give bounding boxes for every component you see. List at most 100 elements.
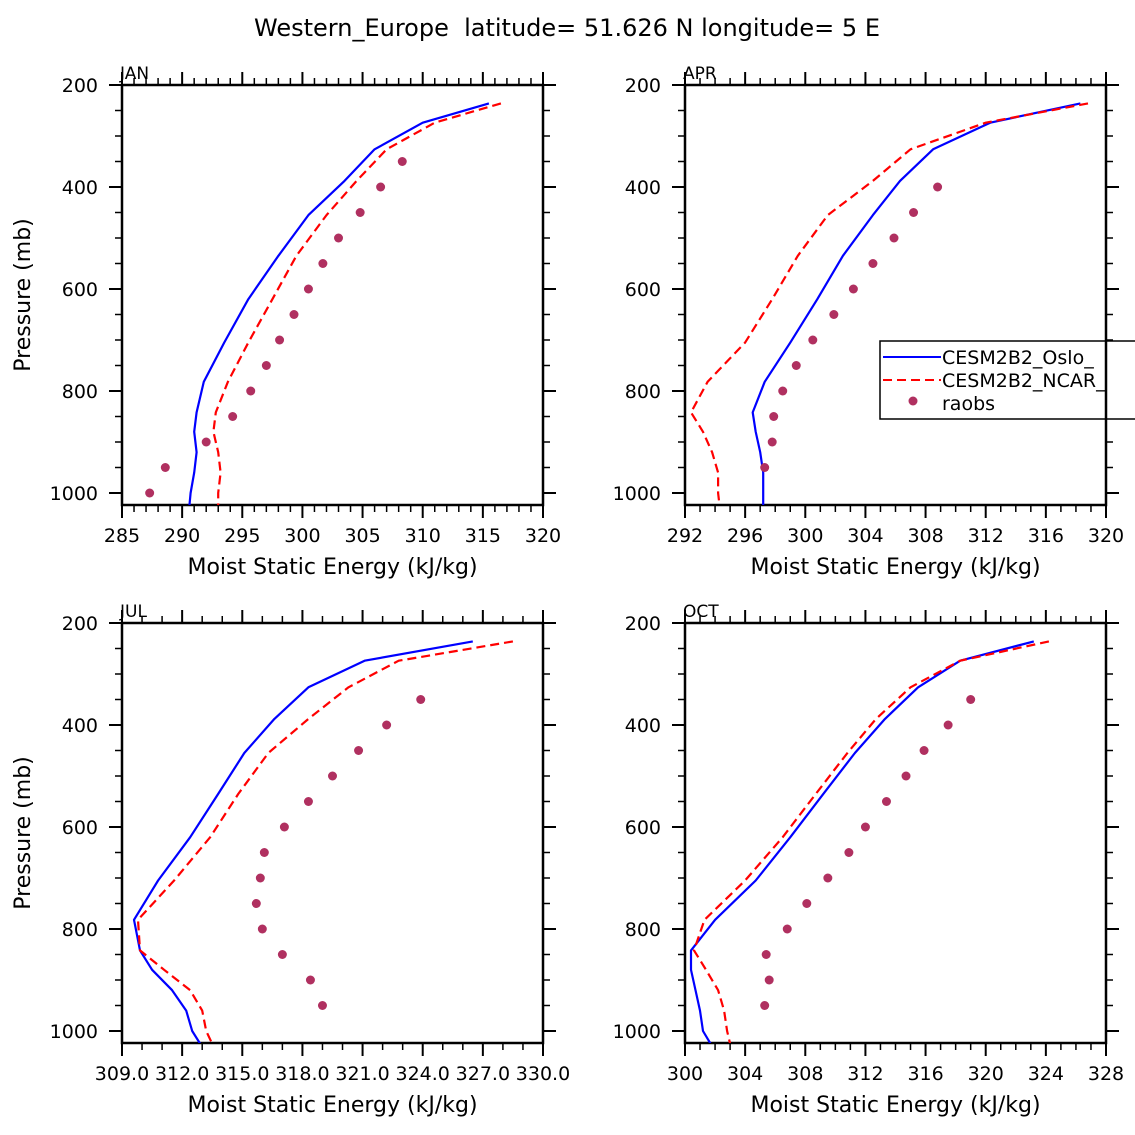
x-tick-label: 309.0 xyxy=(95,1063,149,1085)
x-tick-label: 296 xyxy=(727,525,763,547)
raobs-point xyxy=(901,771,911,781)
x-tick-label: 308 xyxy=(907,525,943,547)
series-oslo-line xyxy=(188,102,490,505)
x-tick-label: 320 xyxy=(525,525,561,547)
x-tick-label: 300 xyxy=(667,1063,703,1085)
raobs-point xyxy=(328,771,337,781)
raobs-point xyxy=(769,412,779,421)
x-tick-label: 308 xyxy=(787,1063,823,1085)
raobs-point xyxy=(844,848,854,857)
y-tick-label: 600 xyxy=(625,279,661,301)
y-axis-label: Pressure (mb) xyxy=(11,218,36,372)
raobs-point xyxy=(760,463,770,472)
series-ncar-line xyxy=(692,640,1050,1043)
raobs-point xyxy=(318,259,328,268)
raobs-point xyxy=(881,797,891,806)
y-tick-label: 400 xyxy=(62,715,98,737)
raobs-point xyxy=(355,208,365,217)
raobs-point xyxy=(382,720,392,730)
x-tick-label: 310 xyxy=(405,525,441,547)
series-oslo-line xyxy=(751,102,1081,505)
y-tick-label: 400 xyxy=(625,177,661,199)
plot-frame xyxy=(120,83,545,507)
raobs-point xyxy=(397,157,407,166)
panel-jul: JUL 309.0 312.0 315.0 318.0 321.0 324.0 327.0 33… xyxy=(11,602,570,1118)
raobs-point xyxy=(919,746,929,755)
x-tick-label: 327.0 xyxy=(456,1063,510,1085)
y-tick-label: 400 xyxy=(625,715,661,737)
plot-area xyxy=(145,102,502,505)
y-tick-label: 1000 xyxy=(50,483,98,505)
raobs-point xyxy=(416,695,426,704)
series-oslo-line xyxy=(132,640,473,1043)
x-tick-label: 312.0 xyxy=(155,1063,209,1085)
raobs-point xyxy=(251,899,261,908)
x-tick-label: 315 xyxy=(465,525,501,547)
y-tick-label: 800 xyxy=(625,381,661,403)
y-tick-label: 1000 xyxy=(50,1021,98,1043)
raobs-point xyxy=(782,924,792,934)
y-axis-label: Pressure (mb) xyxy=(11,756,36,910)
raobs-point xyxy=(228,412,238,421)
raobs-point xyxy=(145,488,155,498)
raobs-point xyxy=(354,746,364,755)
x-axis-label: Moist Static Energy (kJ/kg) xyxy=(187,555,477,580)
series-ncar-line xyxy=(136,640,514,1043)
y-tick-label: 800 xyxy=(62,381,98,403)
series-raobs xyxy=(251,695,426,1010)
raobs-point xyxy=(279,822,289,832)
raobs-point xyxy=(261,361,271,370)
raobs-point xyxy=(303,284,313,294)
x-tick-label: 285 xyxy=(104,525,140,547)
x-tick-label: 320 xyxy=(968,1063,1004,1085)
panel-label: JUL xyxy=(119,602,147,622)
raobs-point xyxy=(160,463,170,472)
raobs-point xyxy=(829,310,839,319)
y-tick-label: 800 xyxy=(625,919,661,941)
plot-frame xyxy=(683,83,1108,507)
x-tick-label: 321.0 xyxy=(335,1063,389,1085)
legend: CESM2B2_Oslo_CESM2B2_NCAR_raobs xyxy=(879,340,1135,420)
raobs-point xyxy=(808,335,818,345)
legend-label: CESM2B2_Oslo_ xyxy=(942,347,1094,369)
x-tick-label: 328 xyxy=(1088,1063,1124,1085)
x-tick-label: 316 xyxy=(907,1063,943,1085)
y-tick-label: 200 xyxy=(625,613,661,635)
x-tick-label: 330.0 xyxy=(516,1063,570,1085)
series-ncar-line xyxy=(212,102,502,505)
raobs-point xyxy=(848,284,858,294)
raobs-point xyxy=(305,975,315,985)
raobs-point xyxy=(277,950,287,959)
raobs-point xyxy=(909,208,919,217)
raobs-point xyxy=(868,259,878,268)
y-tick-label: 600 xyxy=(62,817,98,839)
x-tick-label: 292 xyxy=(667,525,703,547)
raobs-point xyxy=(761,950,771,959)
panel-label: OCT xyxy=(683,602,719,622)
plot-area xyxy=(689,102,1089,505)
panel-oct: OCT 300 304 308 312 316 320 324 328 200 400 600 800 1… xyxy=(613,602,1124,1118)
series-oslo-line xyxy=(689,640,1035,1043)
y-tick-label: 200 xyxy=(625,75,661,97)
raobs-point xyxy=(943,720,953,730)
x-tick-label: 295 xyxy=(224,525,260,547)
x-tick-label: 318.0 xyxy=(275,1063,329,1085)
panel-jan: JAN 285 290 295 300 305 310 315 320 200 400 600 800 1… xyxy=(11,64,561,580)
y-tick-label: 1000 xyxy=(613,1021,661,1043)
plot-frame xyxy=(683,621,1108,1045)
panel-label: APR xyxy=(683,64,717,84)
raobs-point xyxy=(303,797,313,806)
x-tick-label: 316 xyxy=(1028,525,1064,547)
x-tick-label: 312 xyxy=(968,525,1004,547)
series-ncar-line xyxy=(689,102,1089,505)
x-axis-label: Moist Static Energy (kJ/kg) xyxy=(750,555,1040,580)
y-tick-label: 1000 xyxy=(613,483,661,505)
raobs-point xyxy=(767,437,777,447)
panel-apr: APR 292 296 300 304 308 312 316 320 200 400 600 800 1… xyxy=(613,64,1124,580)
y-tick-label: 800 xyxy=(62,919,98,941)
raobs-point xyxy=(933,182,943,192)
legend-box xyxy=(879,340,1135,420)
raobs-point xyxy=(334,233,344,243)
raobs-point xyxy=(802,899,812,908)
